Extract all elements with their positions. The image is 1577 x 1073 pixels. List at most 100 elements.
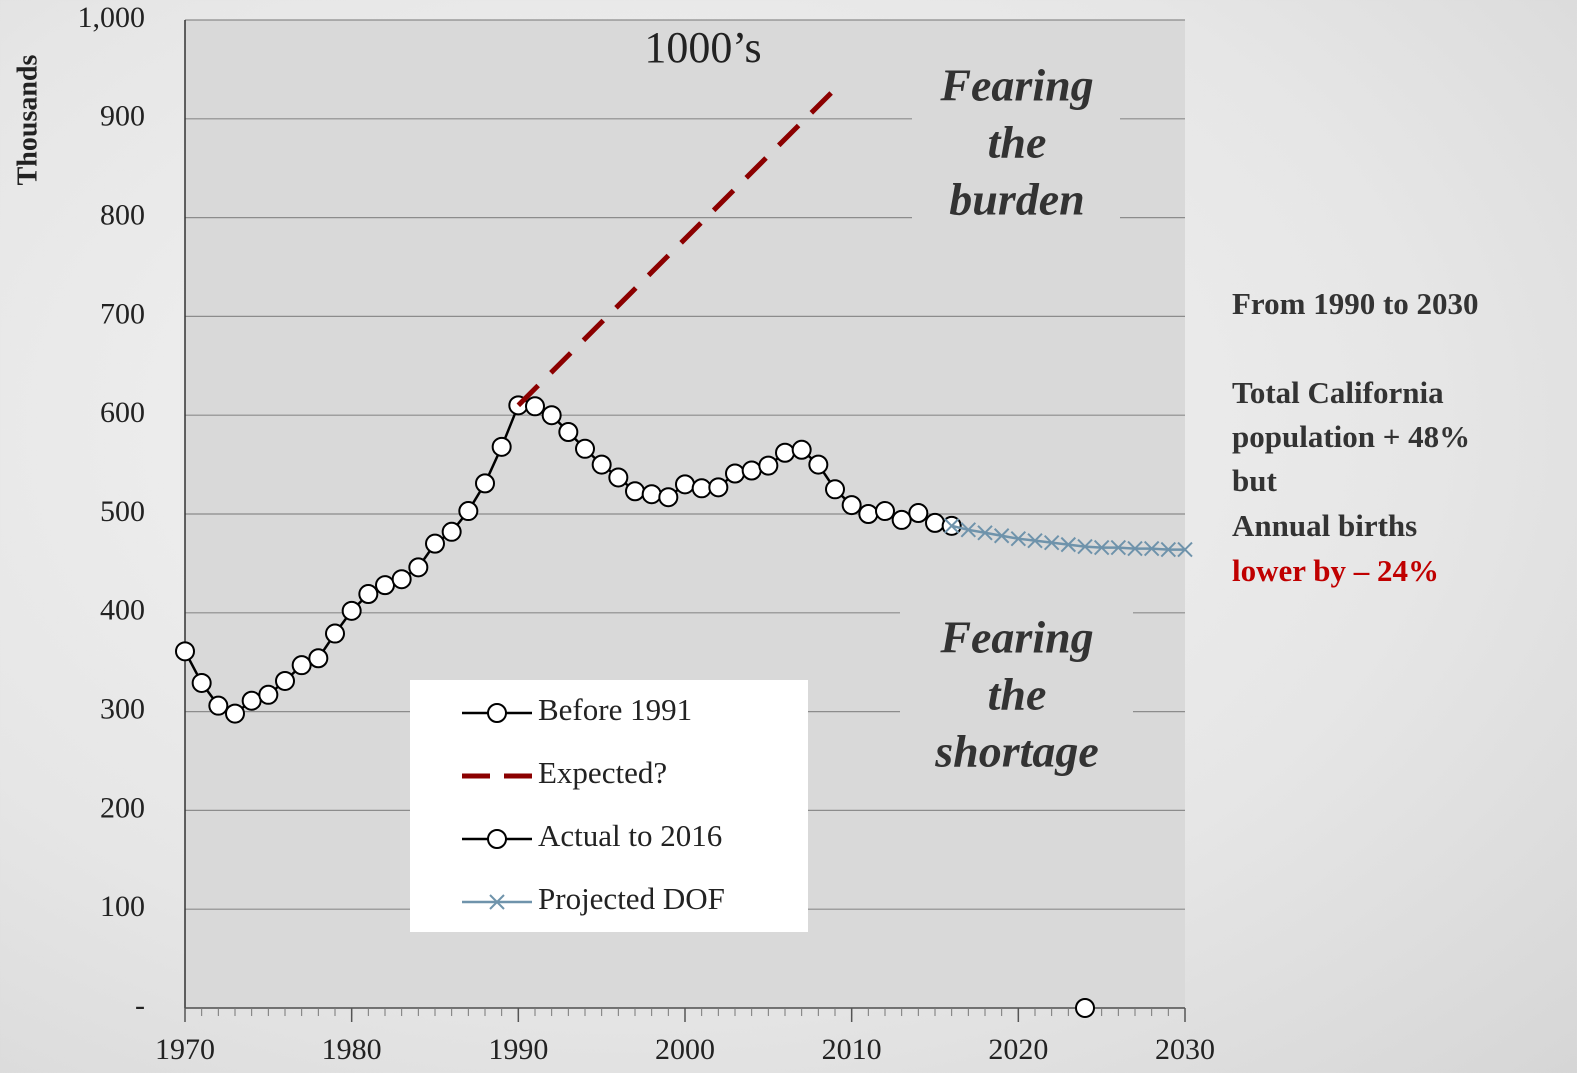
side-note: but: [1232, 463, 1277, 498]
marker: [391, 569, 412, 590]
annotation-background: [912, 64, 1120, 230]
annotation-text: Fearing: [939, 60, 1093, 111]
y-tick-label: 400: [100, 594, 145, 627]
series-line: [516, 87, 837, 408]
marker: [825, 479, 845, 500]
marker: [908, 503, 929, 524]
marker: [993, 528, 1010, 544]
y-tick-label: 200: [100, 791, 145, 824]
marker: [208, 695, 229, 716]
y-tick-label: 100: [100, 890, 145, 923]
legend-box: [410, 680, 808, 932]
marker: [575, 438, 595, 459]
annotation: 1000’s: [630, 23, 778, 78]
marker: [425, 533, 445, 554]
marker: [641, 484, 662, 505]
marker: [458, 501, 479, 522]
marker: [608, 467, 629, 488]
side-note: population + 48%: [1232, 419, 1470, 454]
marker: [375, 575, 395, 596]
marker: [175, 641, 195, 662]
marker: [858, 504, 879, 524]
marker: [275, 670, 295, 691]
y-tick-label: 700: [100, 297, 145, 330]
marker: [558, 421, 579, 442]
x-tick-label: 2030: [1155, 1033, 1215, 1066]
annotation: Fearing the burden: [912, 60, 1120, 230]
marker: [691, 478, 712, 499]
y-tick-label: 1,000: [78, 1, 146, 34]
annotation-text: Fearing: [939, 612, 1093, 663]
annotation-text: the: [988, 669, 1047, 720]
x-tick-label: 2020: [988, 1033, 1048, 1066]
x-tick-label: 1970: [155, 1033, 215, 1066]
marker: [441, 521, 462, 542]
marker: [308, 648, 329, 669]
marker: [891, 509, 912, 530]
marker: [475, 473, 495, 494]
annotation-text: burden: [949, 174, 1084, 225]
y-tick-label: 900: [100, 100, 145, 133]
marker: [1043, 534, 1060, 551]
legend-label: Actual to 2016: [538, 818, 722, 853]
y-tick-label: 600: [100, 396, 145, 429]
marker: [1143, 540, 1160, 557]
side-note: lower by – 24%: [1232, 553, 1439, 588]
marker: [841, 495, 862, 516]
marker: [925, 512, 945, 533]
y-tick-label: 300: [100, 692, 145, 725]
marker: [1160, 541, 1177, 558]
marker: [325, 623, 345, 644]
marker: [541, 405, 562, 426]
marker: [591, 454, 612, 475]
y-tick-label: 500: [100, 495, 145, 528]
marker: [791, 439, 812, 460]
marker: [875, 501, 895, 522]
marker: [741, 460, 762, 481]
side-note: Total California: [1232, 375, 1444, 410]
annotation: Fearing the shortage: [900, 612, 1133, 786]
x-tick-label: 1990: [488, 1033, 548, 1066]
legend-marker: [487, 703, 507, 723]
marker: [943, 518, 960, 534]
annotation-text: 1000’s: [644, 23, 761, 72]
marker: [491, 436, 512, 457]
marker: [977, 525, 993, 541]
marker: [758, 455, 779, 476]
legend-label: Before 1991: [538, 692, 692, 727]
marker: [1075, 998, 1095, 1018]
marker: [1110, 539, 1127, 556]
marker: [725, 463, 745, 484]
marker: [1060, 536, 1077, 553]
y-tick-label: 800: [100, 198, 145, 231]
legend-marker: [489, 894, 505, 910]
marker: [241, 690, 262, 711]
legend-marker: [487, 829, 507, 849]
side-note: From 1990 to 2030: [1232, 286, 1479, 321]
marker: [625, 481, 645, 502]
marker: [1127, 540, 1143, 557]
legend-label: Expected?: [538, 755, 667, 790]
marker: [675, 474, 695, 495]
annotation-background: [630, 28, 778, 78]
marker: [291, 655, 312, 676]
annotation-background: [900, 612, 1133, 786]
side-note: Annual births: [1232, 508, 1417, 543]
marker: [358, 584, 379, 605]
marker: [708, 477, 729, 498]
marker: [1177, 541, 1193, 558]
x-tick-label: 1980: [322, 1033, 382, 1066]
marker: [1027, 532, 1043, 549]
marker: [1077, 538, 1093, 555]
y-tick-label: -: [135, 989, 145, 1022]
legend-label: Projected DOF: [538, 881, 725, 916]
marker: [341, 600, 362, 621]
annotation-text: shortage: [934, 726, 1099, 777]
marker: [191, 672, 212, 693]
legend: Before 1991 Expected? Actual to 2016 Projec…: [410, 680, 808, 932]
marker: [775, 442, 795, 463]
x-tick-label: 2010: [822, 1033, 882, 1066]
marker: [808, 454, 829, 475]
annotation-text: the: [988, 117, 1047, 168]
